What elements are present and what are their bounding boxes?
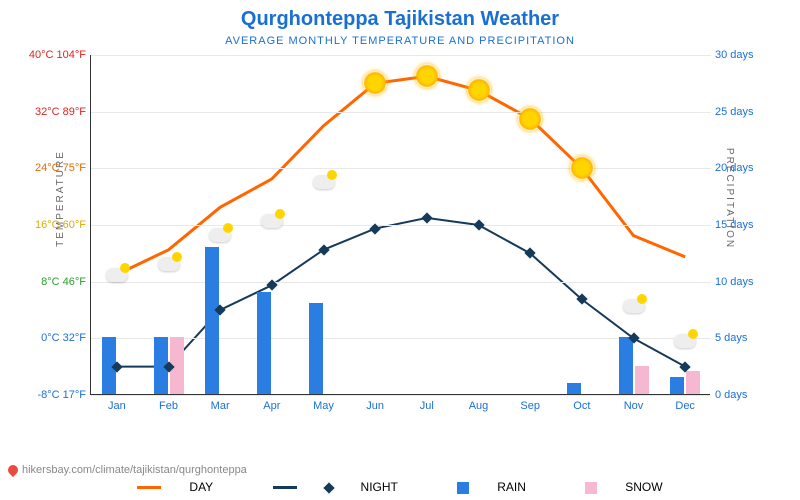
legend: DAY NIGHT RAIN SNOW (0, 480, 800, 494)
page-title: Qurghonteppa Tajikistan Weather (0, 0, 800, 31)
cloud-sun-icon (209, 228, 231, 242)
cloud-sun-icon (313, 175, 335, 189)
plot-area: -8°C 17°F0°C 32°F8°C 46°F16°C 60°F24°C 7… (90, 55, 710, 395)
cloud-sun-icon (623, 299, 645, 313)
month-tick: Oct (573, 400, 590, 412)
cloud-sun-icon (674, 334, 696, 348)
precip-tick: 25 days (715, 106, 765, 118)
cloud-sun-icon (158, 257, 180, 271)
rain-bar (670, 377, 684, 394)
legend-rain: RAIN (443, 480, 540, 494)
month-tick: Apr (263, 400, 280, 412)
footer-url: hikersbay.com/climate/tajikistan/qurghon… (8, 464, 247, 476)
weather-chart: TEMPERATURE PRECIPITATION -8°C 17°F0°C 3… (90, 55, 710, 410)
sun-icon (415, 64, 439, 88)
cloud-sun-icon (261, 214, 283, 228)
temp-tick: 24°C 75°F (11, 162, 86, 174)
month-tick: Mar (211, 400, 230, 412)
temp-tick: 32°C 89°F (11, 106, 86, 118)
cloud-sun-icon (106, 268, 128, 282)
map-pin-icon (6, 463, 20, 477)
legend-snow: SNOW (571, 480, 676, 494)
rain-bar (257, 292, 271, 394)
sun-icon (518, 107, 542, 131)
sun-icon (363, 71, 387, 95)
precip-tick: 15 days (715, 219, 765, 231)
month-tick: Jun (366, 400, 384, 412)
month-tick: Jul (420, 400, 434, 412)
legend-day: DAY (123, 480, 227, 494)
rain-bar (619, 337, 633, 394)
snow-bar (635, 366, 649, 394)
month-tick: Aug (469, 400, 489, 412)
temp-tick: -8°C 17°F (11, 389, 86, 401)
precip-tick: 30 days (715, 49, 765, 61)
month-tick: Nov (624, 400, 644, 412)
precip-tick: 10 days (715, 276, 765, 288)
legend-night: NIGHT (259, 480, 412, 494)
rain-bar (567, 383, 581, 394)
temp-tick: 0°C 32°F (11, 332, 86, 344)
temp-tick: 16°C 60°F (11, 219, 86, 231)
precip-tick: 5 days (715, 332, 765, 344)
month-tick: Sep (520, 400, 540, 412)
precip-tick: 0 days (715, 389, 765, 401)
month-tick: Dec (675, 400, 695, 412)
sun-icon (570, 156, 594, 180)
snow-bar (686, 371, 700, 394)
month-tick: May (313, 400, 334, 412)
temp-tick: 40°C 104°F (11, 49, 86, 61)
rain-bar (309, 303, 323, 394)
rain-bar (205, 247, 219, 394)
sun-icon (467, 78, 491, 102)
month-tick: Feb (159, 400, 178, 412)
month-tick: Jan (108, 400, 126, 412)
temp-tick: 8°C 46°F (11, 276, 86, 288)
precip-tick: 20 days (715, 162, 765, 174)
page-subtitle: AVERAGE MONTHLY TEMPERATURE AND PRECIPIT… (0, 31, 800, 47)
